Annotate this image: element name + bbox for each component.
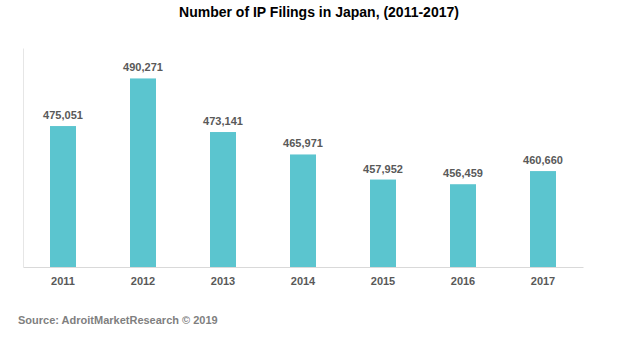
x-tick: 2016 <box>451 267 475 287</box>
title: Number of IP Filings in Japan, (2011-201… <box>179 4 459 20</box>
data-label: 490,271 <box>123 61 163 73</box>
x-tick: 2014 <box>291 267 316 287</box>
annotations: Source: AdroitMarketResearch © 2019 <box>18 314 218 326</box>
x-tick-label: 2011 <box>51 275 75 287</box>
bar <box>530 171 556 267</box>
bar <box>50 126 76 267</box>
bar <box>450 184 476 267</box>
x-tick-label: 2016 <box>451 275 475 287</box>
x-tick: 2013 <box>211 267 235 287</box>
source-note: Source: AdroitMarketResearch © 2019 <box>18 314 218 326</box>
data-labels: 475,051 490,271 473,141 465,971 457,952 456,4… <box>43 61 563 179</box>
data-label: 475,051 <box>43 109 83 121</box>
chart: Number of IP Filings in Japan, (2011-201… <box>0 0 638 346</box>
x-tick: 2012 <box>131 267 155 287</box>
x-tick: 2017 <box>531 267 555 287</box>
y-axis <box>23 49 24 268</box>
x-tick: 2015 <box>371 267 395 287</box>
x-axis: 2011 2012 2013 2014 2015 2016 2017 <box>24 267 584 287</box>
data-label: 473,141 <box>203 115 243 127</box>
x-axis-line <box>24 267 584 268</box>
x-tick-label: 2012 <box>131 275 155 287</box>
x-tick-label: 2017 <box>531 275 555 287</box>
bar <box>130 78 156 267</box>
x-tick: 2011 <box>51 267 75 287</box>
data-label: 460,660 <box>523 154 563 166</box>
data-label: 465,971 <box>283 137 323 149</box>
x-tick-label: 2015 <box>371 275 395 287</box>
data-label: 457,952 <box>363 163 403 175</box>
data-label: 456,459 <box>443 167 483 179</box>
y-axis-line <box>23 49 24 268</box>
x-tick-label: 2014 <box>291 275 316 287</box>
bar <box>370 180 396 267</box>
bar <box>290 154 316 267</box>
x-tick-label: 2013 <box>211 275 235 287</box>
bars <box>50 78 556 267</box>
bar <box>210 132 236 267</box>
